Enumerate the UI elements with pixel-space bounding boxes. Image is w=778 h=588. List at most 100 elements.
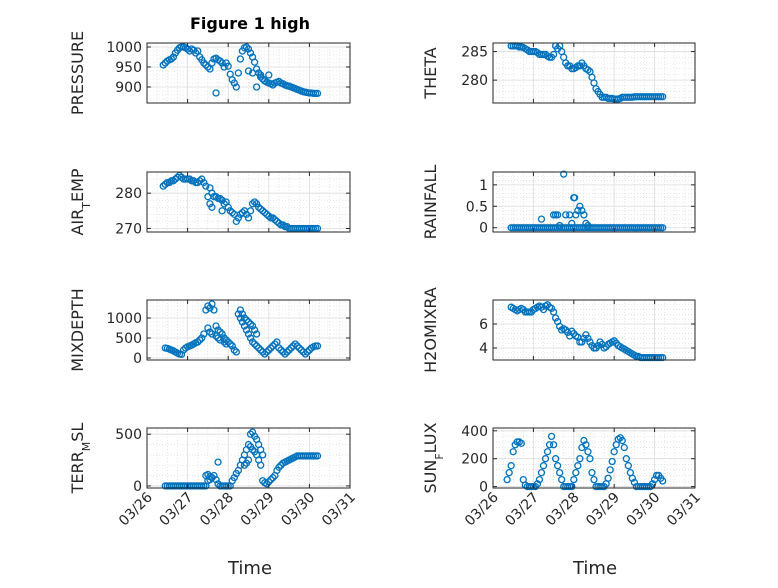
y-axis-label-5: MIXDEPTH <box>68 288 87 371</box>
data-point <box>165 178 173 187</box>
y-tick-label: 4 <box>479 341 488 357</box>
data-point <box>584 66 592 74</box>
data-point <box>230 474 238 482</box>
data-point <box>169 53 178 61</box>
data-point <box>198 175 206 183</box>
data-point <box>275 219 283 227</box>
x-tick-label: 03/26 <box>116 489 156 529</box>
y-tick-label: 285 <box>461 45 488 61</box>
data-point <box>240 314 249 322</box>
data-point <box>212 322 220 330</box>
y-tick-label: 0 <box>479 221 488 237</box>
data-point <box>244 214 253 222</box>
data-point <box>194 338 202 346</box>
data-point <box>275 463 283 471</box>
data-point <box>568 219 576 228</box>
data-point <box>248 322 257 330</box>
data-point <box>159 182 167 190</box>
series-points-3 <box>159 171 322 233</box>
data-point <box>572 211 580 219</box>
y-tick-label: 0 <box>133 479 142 495</box>
series-points-6 <box>507 301 667 362</box>
data-point <box>167 55 176 63</box>
y-tick-label: 0.5 <box>466 199 488 215</box>
data-point <box>226 207 234 215</box>
y-tick-label: 400 <box>461 424 488 440</box>
y-tick-label: 200 <box>461 452 488 468</box>
data-point <box>537 469 546 477</box>
data-point <box>169 177 178 185</box>
axes-box-5 <box>146 299 351 361</box>
data-point <box>576 202 584 210</box>
data-point <box>574 206 582 215</box>
data-point <box>556 469 564 477</box>
data-point <box>175 171 184 180</box>
series-points-1 <box>159 43 322 98</box>
figure-title: Figure 1 high <box>190 14 310 33</box>
data-point <box>250 340 259 348</box>
data-point <box>608 457 616 466</box>
data-point <box>244 45 253 53</box>
data-point <box>250 58 259 66</box>
data-point <box>252 330 261 338</box>
x-axis-label-left: Time <box>227 558 272 579</box>
data-point <box>277 346 285 354</box>
data-point <box>533 480 542 488</box>
data-point <box>547 304 556 313</box>
data-point <box>212 476 220 484</box>
data-point <box>246 334 255 342</box>
data-point <box>659 477 667 485</box>
data-point <box>547 432 556 441</box>
data-point <box>212 332 220 340</box>
data-point <box>269 342 277 350</box>
data-point <box>208 474 216 482</box>
data-point <box>572 469 580 477</box>
data-point <box>228 208 236 217</box>
data-point <box>234 69 243 77</box>
data-point <box>248 69 257 77</box>
x-tick-label: 03/27 <box>157 490 197 530</box>
data-point <box>212 193 220 201</box>
data-point <box>553 462 562 470</box>
data-point <box>204 302 212 310</box>
data-point <box>263 348 271 356</box>
data-point <box>606 466 614 474</box>
data-point <box>248 200 257 208</box>
subplot-1: 900 950 1000 PRESSURE <box>68 31 351 115</box>
data-point <box>254 344 263 352</box>
data-point <box>265 212 273 220</box>
data-point <box>572 63 580 72</box>
y-tick-label: 0 <box>133 351 142 367</box>
y-tick-label: 1 <box>479 178 488 194</box>
data-point <box>214 458 222 466</box>
data-point <box>206 200 214 208</box>
data-point <box>299 348 307 356</box>
data-point <box>576 455 584 463</box>
series-points-8 <box>503 432 667 491</box>
data-point <box>584 448 592 456</box>
data-point <box>218 59 226 67</box>
data-point <box>505 469 513 477</box>
data-point <box>574 462 582 470</box>
data-point <box>263 210 271 219</box>
data-point <box>269 474 277 482</box>
y-tick-label: 1000 <box>106 311 142 327</box>
data-point <box>570 194 579 202</box>
data-point <box>252 342 261 350</box>
y-axis-label-1: PRESSURE <box>68 31 87 115</box>
data-point <box>161 180 169 189</box>
y-tick-label: 6 <box>479 317 488 333</box>
data-point <box>590 475 598 484</box>
axes-box-1 <box>146 42 351 104</box>
data-point <box>556 221 564 230</box>
data-point <box>216 57 224 65</box>
data-point <box>553 211 562 219</box>
data-point <box>185 47 194 55</box>
data-point <box>208 203 216 211</box>
data-point <box>570 475 578 484</box>
data-point <box>285 346 293 354</box>
data-point <box>238 208 247 217</box>
data-point <box>503 475 511 484</box>
